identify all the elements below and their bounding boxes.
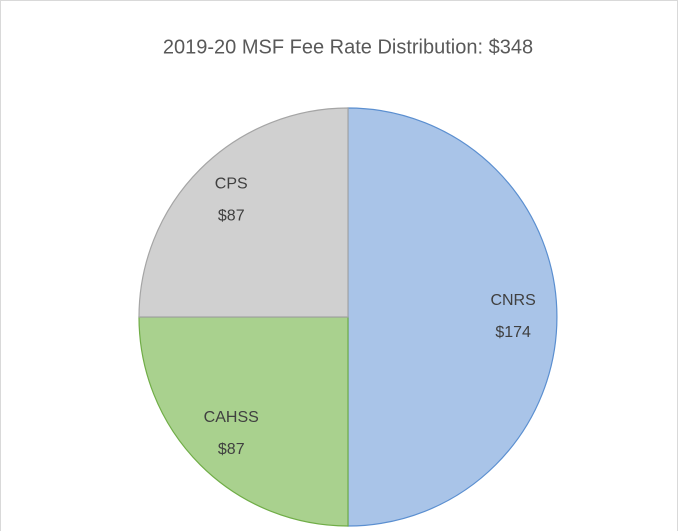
slice-category-label: CNRS — [490, 292, 535, 309]
pie-slice — [138, 107, 349, 318]
chart-title: 2019-20 MSF Fee Rate Distribution: $348 — [163, 36, 533, 58]
slice-value-label: $174 — [495, 324, 531, 341]
slice-category-label: CAHSS — [204, 409, 259, 426]
pie-slice — [138, 316, 349, 527]
slice-category-label: CPS — [215, 175, 248, 192]
pie — [138, 107, 558, 527]
slice-value-label: $87 — [218, 207, 245, 224]
pie-slice — [347, 107, 558, 527]
slice-value-label: $87 — [218, 441, 245, 458]
